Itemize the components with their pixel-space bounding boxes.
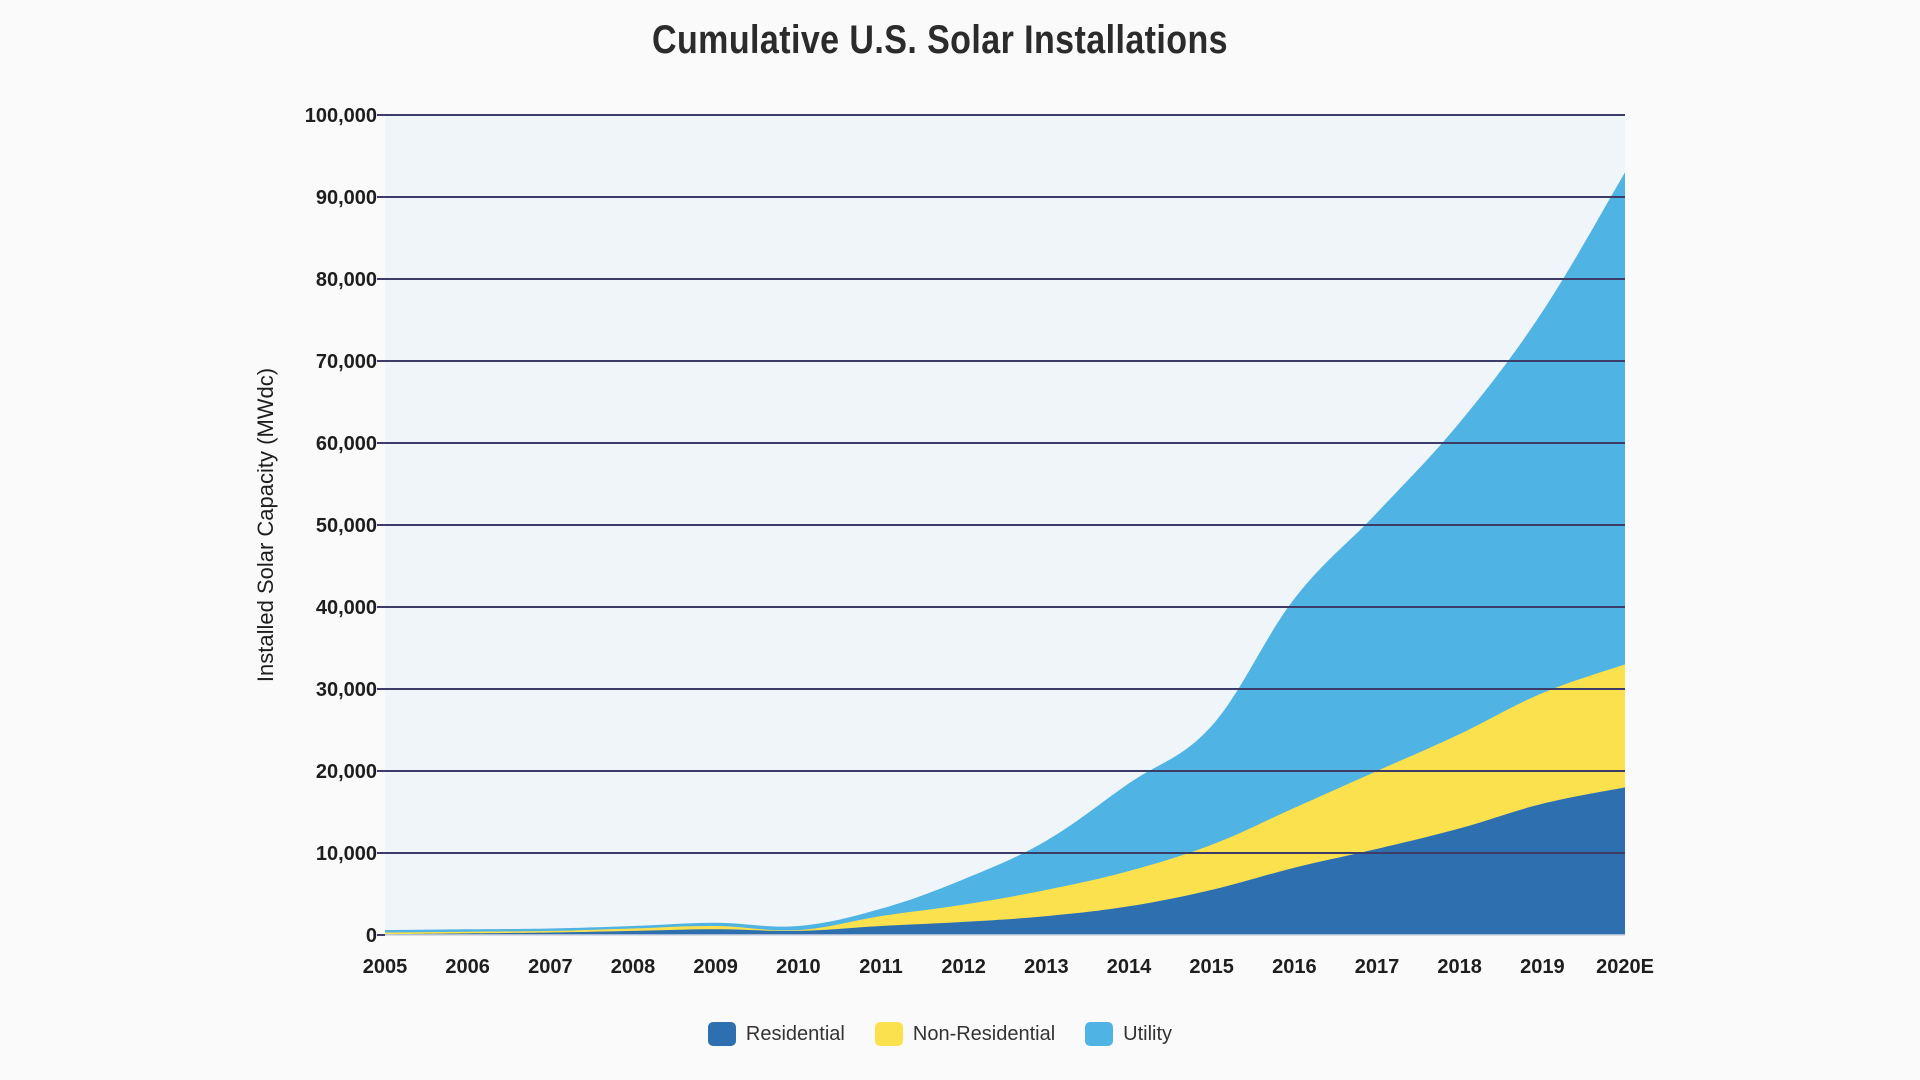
y-tick-label: 40,000: [316, 597, 377, 619]
x-tick-label: 2010: [776, 956, 821, 978]
legend-item-residential[interactable]: Residential: [707, 1022, 845, 1046]
y-tick-label: 30,000: [316, 679, 377, 701]
x-tick-label: 2008: [611, 956, 656, 978]
x-tick-label: 2009: [693, 956, 738, 978]
x-tick-label: 2015: [1189, 956, 1234, 978]
y-tick-label: 70,000: [316, 351, 377, 373]
y-ticks: 0 10,000 20,000 30,000 40,000 50,000 60,000 70,…: [305, 105, 377, 947]
legend: Residential Non-Residential Utility: [0, 1022, 1880, 1046]
y-tick-label: 90,000: [316, 187, 377, 209]
x-tick-label: 2014: [1107, 956, 1152, 978]
legend-label: Non-Residential: [912, 1022, 1056, 1045]
x-tick-label: 2016: [1272, 956, 1317, 978]
x-tick-label: 2012: [941, 956, 986, 978]
x-tick-label: 2005: [363, 956, 408, 978]
legend-swatch: [707, 1022, 736, 1046]
x-tick-label: 2020E: [1596, 956, 1654, 978]
y-tick-label: 50,000: [316, 515, 377, 537]
x-tick-label: 2013: [1024, 956, 1069, 978]
legend-swatch: [1085, 1022, 1114, 1046]
x-tick-label: 2006: [445, 956, 490, 978]
y-tick-label: 80,000: [316, 269, 377, 291]
x-tick-label: 2011: [859, 956, 902, 978]
x-tick-label: 2007: [528, 956, 573, 978]
x-tick-label: 2017: [1355, 956, 1400, 978]
y-axis-label: Installed Solar Capacity (MWdc): [253, 368, 278, 682]
chart-title: Cumulative U.S. Solar Installations: [651, 18, 1229, 62]
y-tick-label: 0: [366, 925, 377, 947]
x-tick-label: 2018: [1437, 956, 1482, 978]
legend-item-non-residential[interactable]: Non-Residential: [874, 1022, 1056, 1046]
legend-swatch: [874, 1022, 903, 1046]
y-tick-label: 60,000: [316, 433, 377, 455]
x-tick-label: 2019: [1520, 956, 1565, 978]
legend-item-utility[interactable]: Utility: [1085, 1022, 1172, 1046]
legend-label: Residential: [745, 1022, 845, 1045]
areas: [385, 172, 1625, 935]
y-tick-label: 10,000: [316, 843, 377, 865]
area-utility: [385, 172, 1625, 935]
area-residential: [385, 787, 1625, 935]
legend-label: Utility: [1123, 1022, 1173, 1045]
chart-svg: 0 10,000 20,000 30,000 40,000 50,000 60,000 70,…: [253, 105, 1654, 978]
y-tick-label: 100,000: [305, 105, 377, 127]
x-ticks: 2005 2006 2007 2008 2009 2010 2011 2012 2013 2014…: [363, 956, 1654, 978]
gridlines: [377, 114, 1625, 936]
y-tick-label: 20,000: [316, 761, 377, 783]
